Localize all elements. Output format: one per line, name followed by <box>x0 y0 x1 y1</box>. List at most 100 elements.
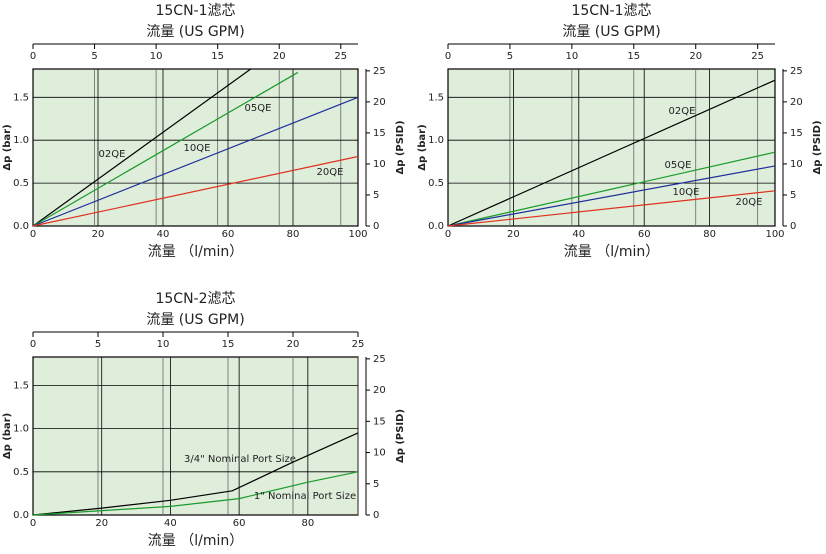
y-axis-title: Δp (bar) <box>417 124 428 170</box>
y2-tick-label: 20 <box>373 385 386 396</box>
x-tick-label: 100 <box>765 229 784 240</box>
x-axis-title: 流量 （l/min） <box>564 244 659 260</box>
y-tick-label: 1.0 <box>13 424 29 435</box>
x2-tick-label: 10 <box>157 339 170 350</box>
series-line <box>32 68 252 227</box>
y2-tick-label: 20 <box>373 97 386 108</box>
y2-axis-title: Δp (PSID) <box>395 409 406 463</box>
x2-axis-title: 流量 (US GPM) <box>146 312 244 328</box>
y2-axis-title: Δp (PSID) <box>395 120 406 174</box>
series-line <box>32 96 359 227</box>
series-line <box>32 471 359 516</box>
x-tick-label: 60 <box>222 229 235 240</box>
series-label: 05QE <box>665 160 692 171</box>
x-tick-label: 100 <box>348 229 367 240</box>
series-line <box>32 71 299 227</box>
x2-tick-label: 25 <box>751 51 764 62</box>
series-line <box>32 155 359 227</box>
series-line <box>447 79 776 227</box>
x2-axis-title: 流量 (US GPM) <box>146 24 244 40</box>
plot-area <box>32 68 359 227</box>
x-axis-title: 流量 （l/min） <box>148 533 243 549</box>
x2-tick-label: 10 <box>150 51 163 62</box>
y2-tick-label: 5 <box>790 190 796 201</box>
x-tick-label: 80 <box>301 518 314 529</box>
y-tick-label: 1.5 <box>428 92 444 103</box>
x2-tick-label: 0 <box>30 51 36 62</box>
y-tick-label: 1.0 <box>428 135 444 146</box>
x-tick-label: 20 <box>95 518 108 529</box>
series-label: 10QE <box>184 143 211 154</box>
chart-title: 15CN-1滤芯 <box>571 3 651 19</box>
y2-tick-label: 15 <box>790 128 803 139</box>
y-tick-label: 0.5 <box>13 178 29 189</box>
x2-tick-label: 10 <box>565 51 578 62</box>
x-tick-label: 40 <box>572 229 585 240</box>
series-line <box>447 151 776 227</box>
y2-tick-label: 5 <box>373 190 379 201</box>
x-tick-label: 40 <box>164 518 177 529</box>
plot-area <box>32 356 359 516</box>
y2-tick-label: 25 <box>790 66 803 77</box>
y-tick-label: 0.0 <box>13 221 29 232</box>
y2-axis-title: Δp (PSID) <box>812 120 823 174</box>
y2-tick-label: 20 <box>790 97 803 108</box>
y2-tick-label: 25 <box>373 354 386 365</box>
y2-tick-label: 15 <box>373 128 386 139</box>
x2-tick-label: 20 <box>689 51 702 62</box>
y2-tick-label: 10 <box>373 159 386 170</box>
x-tick-label: 0 <box>445 229 451 240</box>
series-label: 05QE <box>245 103 272 114</box>
x-axis-title: 流量 （l/min） <box>148 244 243 260</box>
x2-tick-label: 25 <box>352 339 365 350</box>
x2-tick-label: 25 <box>334 51 347 62</box>
y-tick-label: 0.0 <box>13 510 29 521</box>
x2-axis-title: 流量 (US GPM) <box>562 24 660 40</box>
y2-tick-label: 25 <box>373 66 386 77</box>
x2-tick-label: 0 <box>30 339 36 350</box>
x-tick-label: 40 <box>157 229 170 240</box>
series-label: 10QE <box>673 187 700 198</box>
y2-tick-label: 10 <box>373 448 386 459</box>
series-label: 20QE <box>317 167 344 178</box>
y2-tick-label: 0 <box>373 221 379 232</box>
series-line <box>447 190 776 227</box>
x-tick-label: 80 <box>287 229 300 240</box>
x-tick-label: 60 <box>638 229 651 240</box>
x2-tick-label: 5 <box>507 51 513 62</box>
chart-title: 15CN-1滤芯 <box>155 3 235 19</box>
x2-tick-label: 15 <box>627 51 640 62</box>
y2-tick-label: 15 <box>373 416 386 427</box>
x2-tick-label: 5 <box>95 339 101 350</box>
x-tick-label: 20 <box>507 229 520 240</box>
series-line <box>447 165 776 227</box>
y2-tick-label: 0 <box>373 510 379 521</box>
series-label: 02QE <box>669 106 696 117</box>
y-tick-label: 1.5 <box>13 92 29 103</box>
y2-tick-label: 0 <box>790 221 796 232</box>
x2-tick-label: 5 <box>91 51 97 62</box>
x2-tick-label: 0 <box>445 51 451 62</box>
y-tick-label: 0.5 <box>13 467 29 478</box>
y-tick-label: 1.0 <box>13 135 29 146</box>
x2-tick-label: 15 <box>222 339 235 350</box>
y2-tick-label: 10 <box>790 159 803 170</box>
x2-tick-label: 15 <box>211 51 224 62</box>
series-label: 02QE <box>99 149 126 160</box>
x2-tick-label: 20 <box>287 339 300 350</box>
x-tick-label: 0 <box>30 229 36 240</box>
series-line <box>32 432 359 516</box>
chart-title: 15CN-2滤芯 <box>155 291 235 307</box>
y-axis-title: Δp (bar) <box>2 124 13 170</box>
x-tick-label: 80 <box>703 229 716 240</box>
x-tick-label: 20 <box>92 229 105 240</box>
x-tick-label: 0 <box>30 518 36 529</box>
y2-tick-label: 5 <box>373 479 379 490</box>
y-axis-title: Δp (bar) <box>2 413 13 459</box>
series-label: 20QE <box>736 197 763 208</box>
series-label: 3/4" Nominal Port Size <box>184 454 296 465</box>
x2-tick-label: 20 <box>273 51 286 62</box>
y-tick-label: 1.5 <box>13 380 29 391</box>
series-label: 1" Nominal Port Size <box>254 491 356 502</box>
